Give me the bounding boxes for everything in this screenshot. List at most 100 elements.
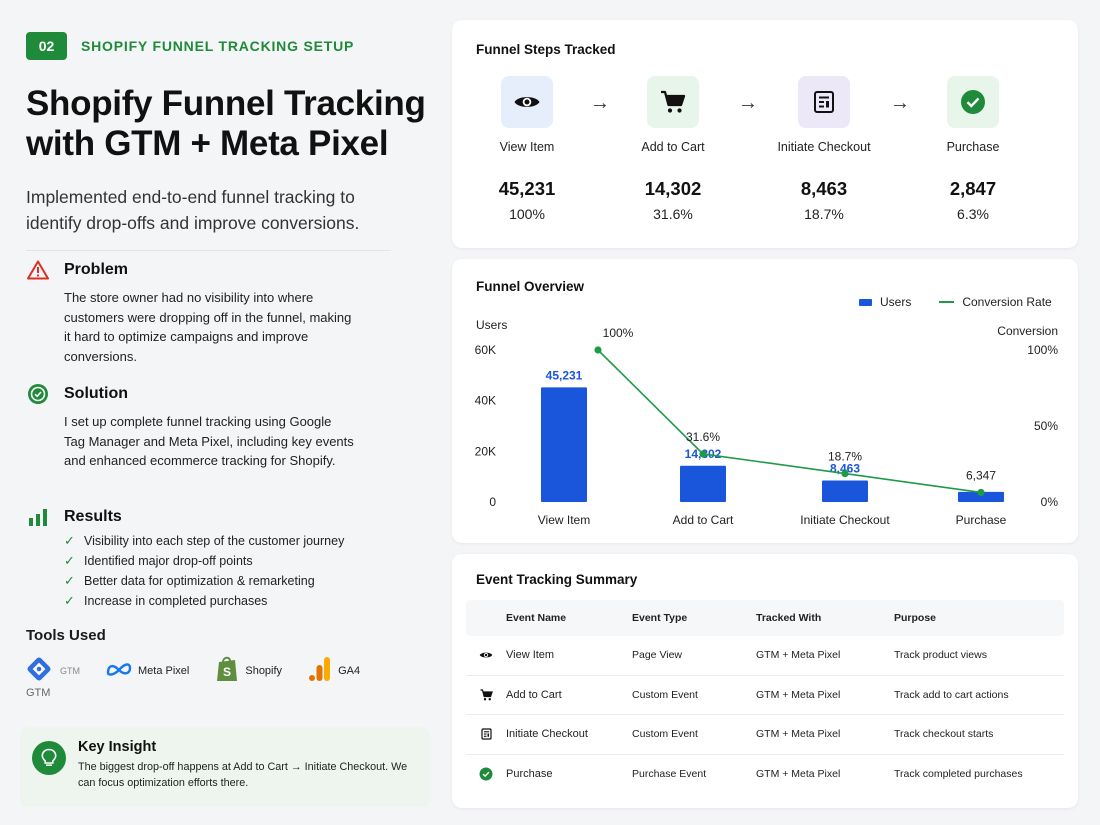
event-table: Event Name Event Type Tracked With Purpo… xyxy=(466,600,1064,794)
conversion-point xyxy=(977,488,985,497)
legend-users: Users xyxy=(880,295,912,309)
legend-line-swatch xyxy=(939,301,955,303)
y-tick-label: 60K xyxy=(475,343,496,357)
arrow-icon: → xyxy=(890,92,910,114)
solution-title: Solution xyxy=(64,385,128,402)
conversion-label: 18.7% xyxy=(828,450,862,464)
tool-gtm: GTM GTM xyxy=(26,656,80,699)
tool-meta-pixel: Meta Pixel xyxy=(106,662,189,679)
legend-bar-swatch xyxy=(859,298,872,306)
title-line-2: with GTM + Meta Pixel xyxy=(26,124,389,163)
checkmark-icon: ✓ xyxy=(64,593,75,608)
shopify-logo-icon: S xyxy=(215,655,239,686)
solution-section: Solution I set up complete funnel tracki… xyxy=(26,382,431,471)
table-row: Initiate Checkout Custom Event GTM + Met… xyxy=(466,715,1064,755)
event-summary-card: Event Tracking Summary Event Name Event … xyxy=(452,554,1078,808)
y2-axis-title: Conversion xyxy=(997,324,1058,338)
table-row: Purchase Purchase Event GTM + Meta Pixel… xyxy=(466,755,1064,795)
meta-logo-icon xyxy=(106,662,132,679)
chart-title: Funnel Overview xyxy=(476,279,585,294)
y2-tick-label: 0% xyxy=(1041,495,1059,509)
eye-icon xyxy=(466,650,506,660)
problem-section: Problem The store owner had no visibilit… xyxy=(26,258,431,366)
arrow-icon: → xyxy=(590,92,610,114)
conversion-label: 6,347 xyxy=(966,468,996,482)
check-circle-icon xyxy=(26,382,50,406)
bar-4 xyxy=(958,491,1004,502)
y-tick-label: 20K xyxy=(475,444,496,458)
x-tick-label: Purchase xyxy=(956,513,1007,527)
col-event-name: Event Name xyxy=(506,612,567,624)
checkmark-icon: ✓ xyxy=(64,533,75,548)
x-tick-label: Add to Cart xyxy=(673,513,734,527)
solution-body: I set up complete funnel tracking using … xyxy=(64,414,354,468)
checkmark-icon: ✓ xyxy=(64,573,75,588)
tools-list: GTM GTM Meta Pixel S Shopify GA4 xyxy=(26,656,386,699)
step-number-badge: 02 xyxy=(26,32,67,60)
lightbulb-icon xyxy=(32,741,66,775)
funnel-overview-card: Funnel Overview Users Conversion Rate Us… xyxy=(452,259,1078,543)
bar-2 xyxy=(680,465,726,502)
step-label: SHOPIFY FUNNEL TRACKING SETUP xyxy=(81,38,355,54)
col-tracked-with: Tracked With xyxy=(756,612,822,624)
conversion-point xyxy=(699,450,707,458)
check-circle-icon xyxy=(466,767,506,781)
eye-icon xyxy=(501,76,553,128)
svg-text:S: S xyxy=(223,665,231,679)
event-summary-title: Event Tracking Summary xyxy=(476,572,638,587)
list-item: ✓ Visibility into each step of the custom… xyxy=(64,531,431,551)
bar-3 xyxy=(822,480,868,502)
x-tick-label: View Item xyxy=(538,513,590,527)
arrow-icon: → xyxy=(738,92,758,114)
problem-body: The store owner had no visibility into w… xyxy=(64,290,352,364)
list-item: ✓ Increase in completed purchases xyxy=(64,591,431,611)
checkout-icon xyxy=(466,728,506,740)
list-item: ✓ Better data for optimization & remarket… xyxy=(64,571,431,591)
funnel-steps-card: Funnel Steps Tracked View Item 45,231 10… xyxy=(452,20,1078,248)
col-purpose: Purpose xyxy=(894,612,937,624)
col-event-type: Event Type xyxy=(632,612,688,624)
results-title: Results xyxy=(64,508,122,525)
conversion-line xyxy=(597,349,982,494)
table-header: Event Name Event Type Tracked With Purpo… xyxy=(466,600,1064,636)
checkout-icon xyxy=(798,76,850,128)
check-circle-icon xyxy=(947,76,999,128)
warning-icon xyxy=(26,258,50,282)
chart-legend: Users Conversion Rate xyxy=(859,295,1052,309)
page-subtitle: Implemented end-to-end funnel tracking t… xyxy=(26,187,360,233)
tool-ga4: GA4 xyxy=(308,656,360,685)
x-tick-label: Initiate Checkout xyxy=(800,513,890,527)
insight-title: Key Insight xyxy=(78,739,157,755)
y2-tick-label: 50% xyxy=(1034,419,1058,433)
problem-title: Problem xyxy=(64,261,129,278)
funnel-chart: Users Conversion 0 20K 40K 60K 0% 50% 100% 45,231… xyxy=(475,318,1059,527)
bar-value-label: 45,231 xyxy=(546,368,583,382)
left-panel: 02 SHOPIFY FUNNEL TRACKING SETUP Shopify… xyxy=(26,32,431,251)
funnel-step-purchase: Purchase 2,847 6.3% xyxy=(898,76,1048,222)
insight-body: The biggest drop-off happens at Add to C… xyxy=(78,761,408,789)
gtm-logo-icon xyxy=(26,656,52,685)
title-line-1: Shopify Funnel Tracking xyxy=(26,84,426,123)
divider xyxy=(26,250,391,251)
funnel-step-view-item: View Item 45,231 100% xyxy=(452,76,602,222)
conversion-label: 31.6% xyxy=(686,430,720,444)
conversion-point xyxy=(841,469,849,478)
table-row: Add to Cart Custom Event GTM + Meta Pixe… xyxy=(466,676,1064,715)
checkmark-icon: ✓ xyxy=(64,553,75,568)
cart-icon xyxy=(647,76,699,128)
table-row: View Item Page View GTM + Meta Pixel Tra… xyxy=(466,636,1064,676)
conversion-point xyxy=(594,346,602,354)
step-header: 02 SHOPIFY FUNNEL TRACKING SETUP xyxy=(26,32,431,60)
gtm-caption: GTM xyxy=(26,687,51,699)
y-axis-title: Users xyxy=(476,318,507,332)
conversion-label: 100% xyxy=(603,326,634,340)
y-tick-label: 0 xyxy=(489,495,496,509)
cart-icon xyxy=(466,689,506,701)
bar-chart-icon xyxy=(26,505,50,529)
results-list: ✓ Visibility into each step of the custom… xyxy=(64,531,431,611)
page-title: Shopify Funnel Tracking with GTM + Meta … xyxy=(26,84,431,164)
list-item: ✓ Identified major drop-off points xyxy=(64,551,431,571)
tool-shopify: S Shopify xyxy=(215,655,282,686)
bar-1 xyxy=(541,387,587,502)
y-tick-label: 40K xyxy=(475,394,496,408)
